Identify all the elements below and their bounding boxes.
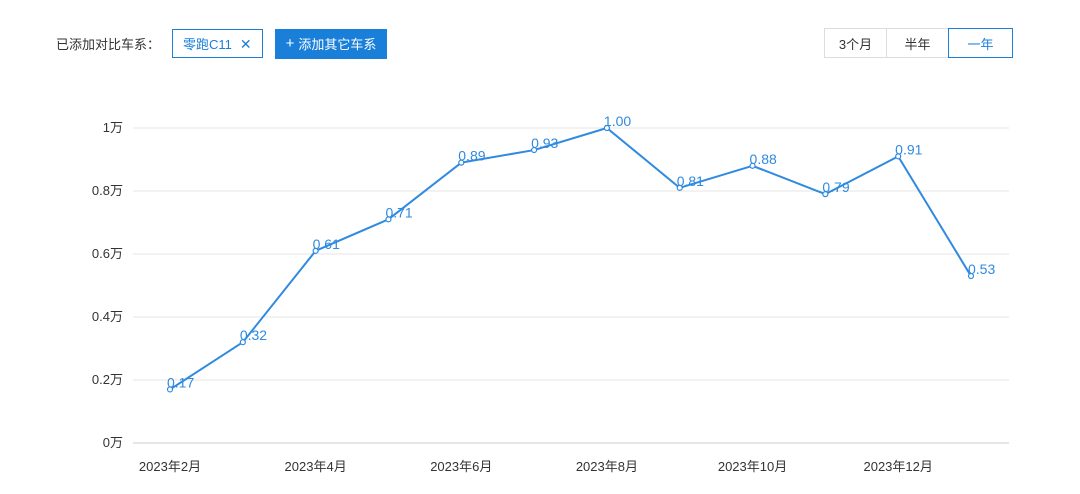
data-label: 0.88 (750, 151, 777, 167)
x-tick-label: 2023年10月 (718, 459, 787, 474)
add-series-button[interactable]: + 添加其它车系 (274, 28, 388, 59)
series-line (169, 127, 972, 391)
y-tick-label: 0万 (103, 435, 123, 450)
y-tick-label: 0.6万 (92, 246, 123, 261)
compare-label: 已添加对比车系： (56, 37, 161, 52)
range-one-year-label: 一年 (967, 36, 994, 52)
data-point (749, 162, 756, 169)
x-tick-label: 2023年4月 (285, 459, 347, 474)
data-point (312, 247, 319, 254)
x-tick-label: 2023年2月 (139, 459, 201, 474)
data-label: 0.32 (240, 327, 267, 343)
data-point (822, 191, 829, 198)
data-point (676, 184, 683, 191)
y-tick-label: 0.8万 (92, 183, 123, 198)
data-label: 0.81 (677, 173, 704, 189)
data-point (166, 386, 174, 393)
close-icon[interactable]: ✕ (239, 35, 252, 52)
data-point (895, 153, 902, 160)
data-point (967, 272, 975, 280)
data-label: 0.89 (458, 148, 485, 164)
y-tick-label: 0.2万 (92, 372, 123, 387)
data-point (603, 124, 611, 132)
x-tick-label: 2023年12月 (863, 459, 932, 474)
x-tick-label: 2023年8月 (576, 459, 638, 474)
plus-icon: + (285, 35, 295, 52)
data-point (530, 146, 538, 154)
data-label: 0.79 (822, 179, 849, 195)
y-tick-label: 1万 (103, 120, 123, 135)
data-point (458, 159, 465, 166)
range-one-year-button[interactable]: 一年 (948, 28, 1013, 58)
series-tag[interactable]: 零跑C11 ✕ (172, 29, 263, 58)
data-label: 0.91 (895, 141, 922, 157)
data-point (385, 216, 392, 223)
data-label: 0.71 (385, 204, 412, 220)
data-label: 0.93 (531, 135, 558, 151)
data-label: 0.17 (167, 374, 194, 390)
y-tick-label: 0.4万 (92, 309, 123, 324)
series-tag-label: 零跑C11 (183, 37, 232, 52)
data-point (239, 339, 246, 346)
compare-toolbar: 已添加对比车系： 零跑C11 ✕ + 添加其它车系 (56, 28, 388, 59)
range-half-year-label: 半年 (904, 36, 931, 52)
range-half-year-button[interactable]: 半年 (886, 28, 949, 58)
time-range-selector: 3个月 半年 一年 (824, 28, 1013, 58)
data-label: 1.00 (604, 113, 631, 129)
data-label: 0.61 (313, 236, 340, 252)
add-series-label: 添加其它车系 (298, 37, 377, 52)
x-tick-label: 2023年6月 (430, 459, 492, 474)
data-label: 0.53 (968, 261, 995, 277)
range-3-months-label: 3个月 (838, 36, 873, 52)
